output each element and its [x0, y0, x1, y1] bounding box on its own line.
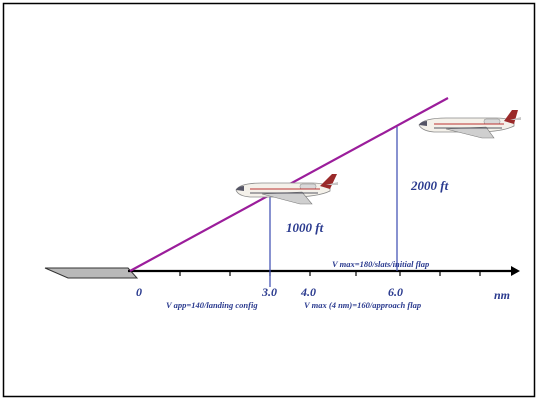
aircraft-low-icon: [235, 174, 338, 205]
distance-axis: [128, 266, 520, 276]
diagram-frame: [2, 2, 536, 398]
axis-origin-label: 0: [136, 285, 142, 299]
axis-tick-label-6: 6.0: [388, 285, 403, 299]
altitude-label-2000: 2000 ft: [410, 178, 449, 193]
axis-minor-ticks: [179, 271, 481, 276]
speed-note-vmax-160: V max (4 nm)=160/approach flap: [304, 300, 421, 310]
speed-note-vapp-140: V app=140/landing config: [166, 300, 258, 310]
aircraft-high-icon: [418, 110, 521, 139]
axis-arrow-icon: [511, 266, 520, 276]
altitude-label-1000: 1000 ft: [286, 220, 324, 235]
axis-tick-label-4: 4.0: [300, 285, 316, 299]
axis-unit-label: nm: [494, 288, 510, 302]
axis-tick-label-3: 3.0: [261, 285, 277, 299]
speed-note-vmax-180: V max=180/slats/initial flap: [332, 259, 429, 269]
runway: [44, 267, 139, 279]
